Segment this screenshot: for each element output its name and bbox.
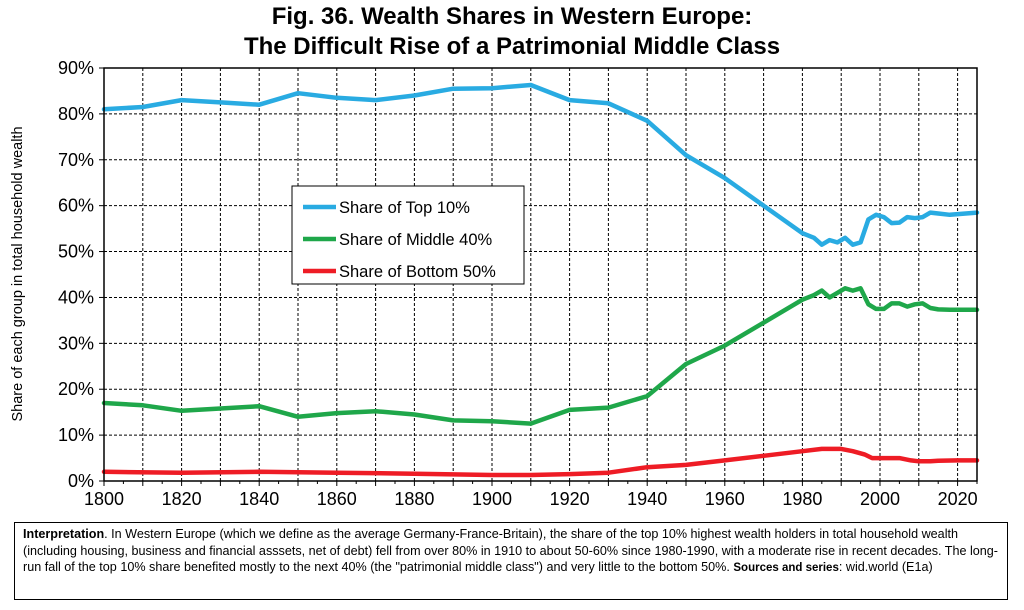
chart-title-line-2: The Difficult Rise of a Patrimonial Midd… — [243, 33, 781, 60]
sources-label: Sources and series — [733, 562, 839, 574]
series-lines — [101, 82, 980, 478]
x-tick-label: 1920 — [550, 489, 590, 509]
y-axis-ticks: 0% 10% 20% 30% 40% 50% 60% 70% 80% 90% — [58, 58, 104, 491]
x-tick-label: 2000 — [860, 489, 900, 509]
y-tick-label: 40% — [58, 287, 94, 307]
x-tick-label: 1860 — [317, 489, 357, 509]
series-line-top-10 — [101, 82, 980, 247]
x-tick-label: 1980 — [782, 489, 822, 509]
y-tick-label: 90% — [58, 58, 94, 78]
x-tick-label: 1960 — [705, 489, 745, 509]
y-axis-label: Share of each group in total household w… — [10, 126, 26, 421]
wealth-shares-chart: 0%10%20%30%40%50%60%70%80%90% 1800 1820 18… — [10, 58, 980, 509]
y-tick-label: 60% — [58, 196, 94, 216]
x-tick-label: 1900 — [472, 489, 512, 509]
interpretation-text: . In Western Europe (which we define as … — [23, 527, 998, 574]
y-tick-label: 50% — [58, 242, 94, 262]
y-tick-label: 20% — [58, 379, 94, 399]
y-tick-label: 0% — [68, 471, 94, 491]
legend-label: Share of Top 10% — [339, 199, 470, 217]
y-tick-label: 10% — [58, 425, 94, 445]
series-line-bottom-50 — [101, 446, 980, 478]
legend-label: Share of Bottom 50% — [339, 263, 496, 281]
plot-frame — [103, 67, 978, 482]
y-tick-label: 70% — [58, 150, 94, 170]
legend: Share of Top 10% Share of Middle 40% Share… — [291, 185, 525, 285]
legend-label: Share of Middle 40% — [339, 231, 493, 249]
x-tick-label: 1820 — [162, 489, 202, 509]
interpretation-label: Interpretation — [23, 527, 105, 541]
series-line-middle-40 — [101, 286, 980, 426]
x-tick-label: 2020 — [938, 489, 978, 509]
x-tick-label: 1800 — [84, 489, 124, 509]
chart-title-line-1: Fig. 36. Wealth Shares in Western Europe… — [271, 3, 753, 30]
x-tick-label: 1940 — [627, 489, 667, 509]
x-axis-ticks: 1800 1820 1840 1860 1880 1900 1920 1940 1960 1980… — [84, 481, 978, 509]
interpretation-box: Interpretation. In Western Europe (which… — [14, 522, 1008, 600]
y-tick-label: 30% — [58, 333, 94, 353]
legend-box — [291, 185, 525, 285]
x-tick-label: 1880 — [394, 489, 434, 509]
x-tick-label: 1840 — [239, 489, 279, 509]
sources-reference: : wid.world (E1a) — [838, 560, 933, 574]
y-tick-label: 80% — [58, 104, 94, 124]
